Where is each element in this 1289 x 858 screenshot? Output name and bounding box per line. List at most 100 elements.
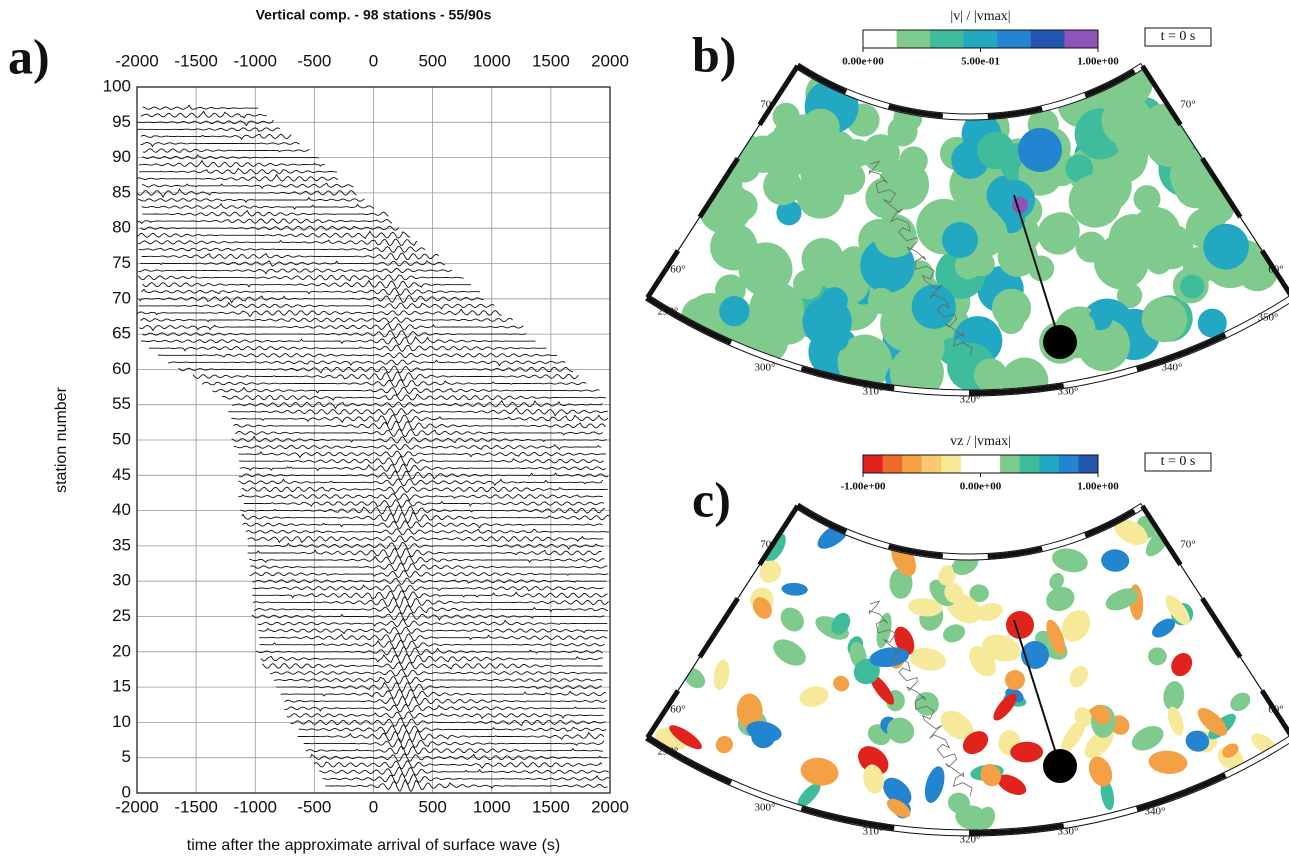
field-blob (800, 152, 843, 195)
plot-frame (136, 86, 611, 794)
y-tick-label: 15 (112, 677, 131, 696)
trace (138, 301, 495, 310)
great-circle (1013, 194, 1061, 343)
trace (201, 379, 587, 388)
trace (313, 760, 603, 770)
trace (238, 493, 603, 502)
coastline (868, 160, 973, 356)
trace (325, 779, 608, 793)
map-frame-ticks (796, 503, 1144, 560)
trace (251, 612, 605, 621)
field-blob (1148, 750, 1188, 774)
field-blob (1197, 708, 1228, 736)
trace (257, 617, 608, 628)
trace (252, 577, 607, 585)
field-blob (1230, 692, 1251, 712)
trace (139, 167, 338, 175)
trace (276, 681, 602, 693)
y-tick-label: 75 (112, 253, 131, 272)
lat-label: 60° (670, 264, 685, 276)
colorbar-segment (1019, 455, 1040, 473)
trace (238, 470, 609, 481)
colorbar-tick-label: 0.00e+00 (960, 481, 1002, 493)
station-marker (1043, 325, 1077, 359)
field-blob (776, 200, 802, 226)
lat-label: 60° (670, 704, 685, 716)
panel-label: c) (692, 471, 731, 527)
field-blob (730, 324, 755, 349)
field-blob (1113, 89, 1145, 122)
trace (142, 154, 320, 160)
field-blob (1005, 670, 1025, 690)
field-blob (1222, 743, 1239, 758)
map-frame-ticks (1140, 64, 1289, 297)
trace (238, 450, 606, 459)
field-blob (669, 725, 702, 750)
field-blob (883, 777, 912, 806)
lon-label: 310° (863, 826, 884, 838)
lat-label: 60° (1268, 264, 1283, 276)
trace (241, 485, 608, 495)
field-blob (940, 710, 974, 740)
trace (290, 717, 606, 728)
field-blob (800, 757, 839, 786)
field-blob (861, 134, 900, 173)
field-blob (710, 223, 758, 271)
traces (137, 104, 610, 793)
trace (142, 182, 354, 190)
field-blob (907, 598, 943, 617)
y-tick-label: 10 (112, 712, 131, 731)
map-frame-band (645, 502, 1289, 837)
field-blob (799, 686, 829, 707)
trace (140, 133, 292, 140)
field-blob (749, 282, 805, 338)
trace (231, 435, 607, 444)
y-tick-label: 35 (112, 535, 131, 554)
x-tick-label: -500 (297, 51, 331, 70)
trace (137, 196, 365, 204)
field-blob (824, 327, 849, 352)
trace (140, 141, 300, 148)
colorbar-tick-label: 5.00e-01 (961, 56, 1000, 68)
x-tick-label: 1500 (532, 51, 570, 70)
field-blob (911, 284, 956, 329)
field-blob (1075, 231, 1107, 263)
field-blob (869, 674, 895, 705)
lon-label: 340° (1162, 362, 1183, 374)
field-blob (954, 252, 982, 280)
field-blob (824, 260, 856, 292)
field-blob (1141, 296, 1188, 343)
x-tick-label: 1000 (473, 797, 511, 816)
x-tick-label: -2000 (115, 51, 158, 70)
trace (231, 399, 603, 410)
x-axis-label: time after the approximate arrival of su… (187, 837, 560, 854)
x-tick-label: 1500 (532, 797, 570, 816)
field-blob (1069, 665, 1088, 688)
coastline (868, 600, 973, 796)
colorbar-tick-label: -1.00e+00 (840, 481, 886, 493)
x-tick-label: 2000 (591, 51, 629, 70)
field-blob (1052, 548, 1088, 573)
field-blob (1061, 610, 1091, 642)
field-blob (997, 774, 1027, 795)
trace (137, 119, 274, 127)
field-blob (1046, 586, 1075, 612)
trace (238, 478, 604, 487)
colorbar-segment (941, 455, 962, 473)
trace (247, 542, 604, 551)
y-tick-label: 5 (122, 747, 131, 766)
trace (192, 371, 579, 382)
lon-label: 290° (658, 306, 679, 318)
field-blob (1088, 756, 1113, 787)
field-blob (726, 189, 758, 222)
y-tick-label: 60 (112, 359, 131, 378)
trace (305, 745, 603, 756)
trace (140, 225, 400, 231)
x-tick-label: -1500 (174, 797, 217, 816)
map-frame-ticks (1140, 504, 1289, 737)
field-blob (969, 645, 996, 677)
trace (284, 703, 606, 713)
field-blob (736, 693, 763, 729)
colorbar-segment (1078, 455, 1099, 473)
y-tick-label: 65 (112, 324, 131, 343)
